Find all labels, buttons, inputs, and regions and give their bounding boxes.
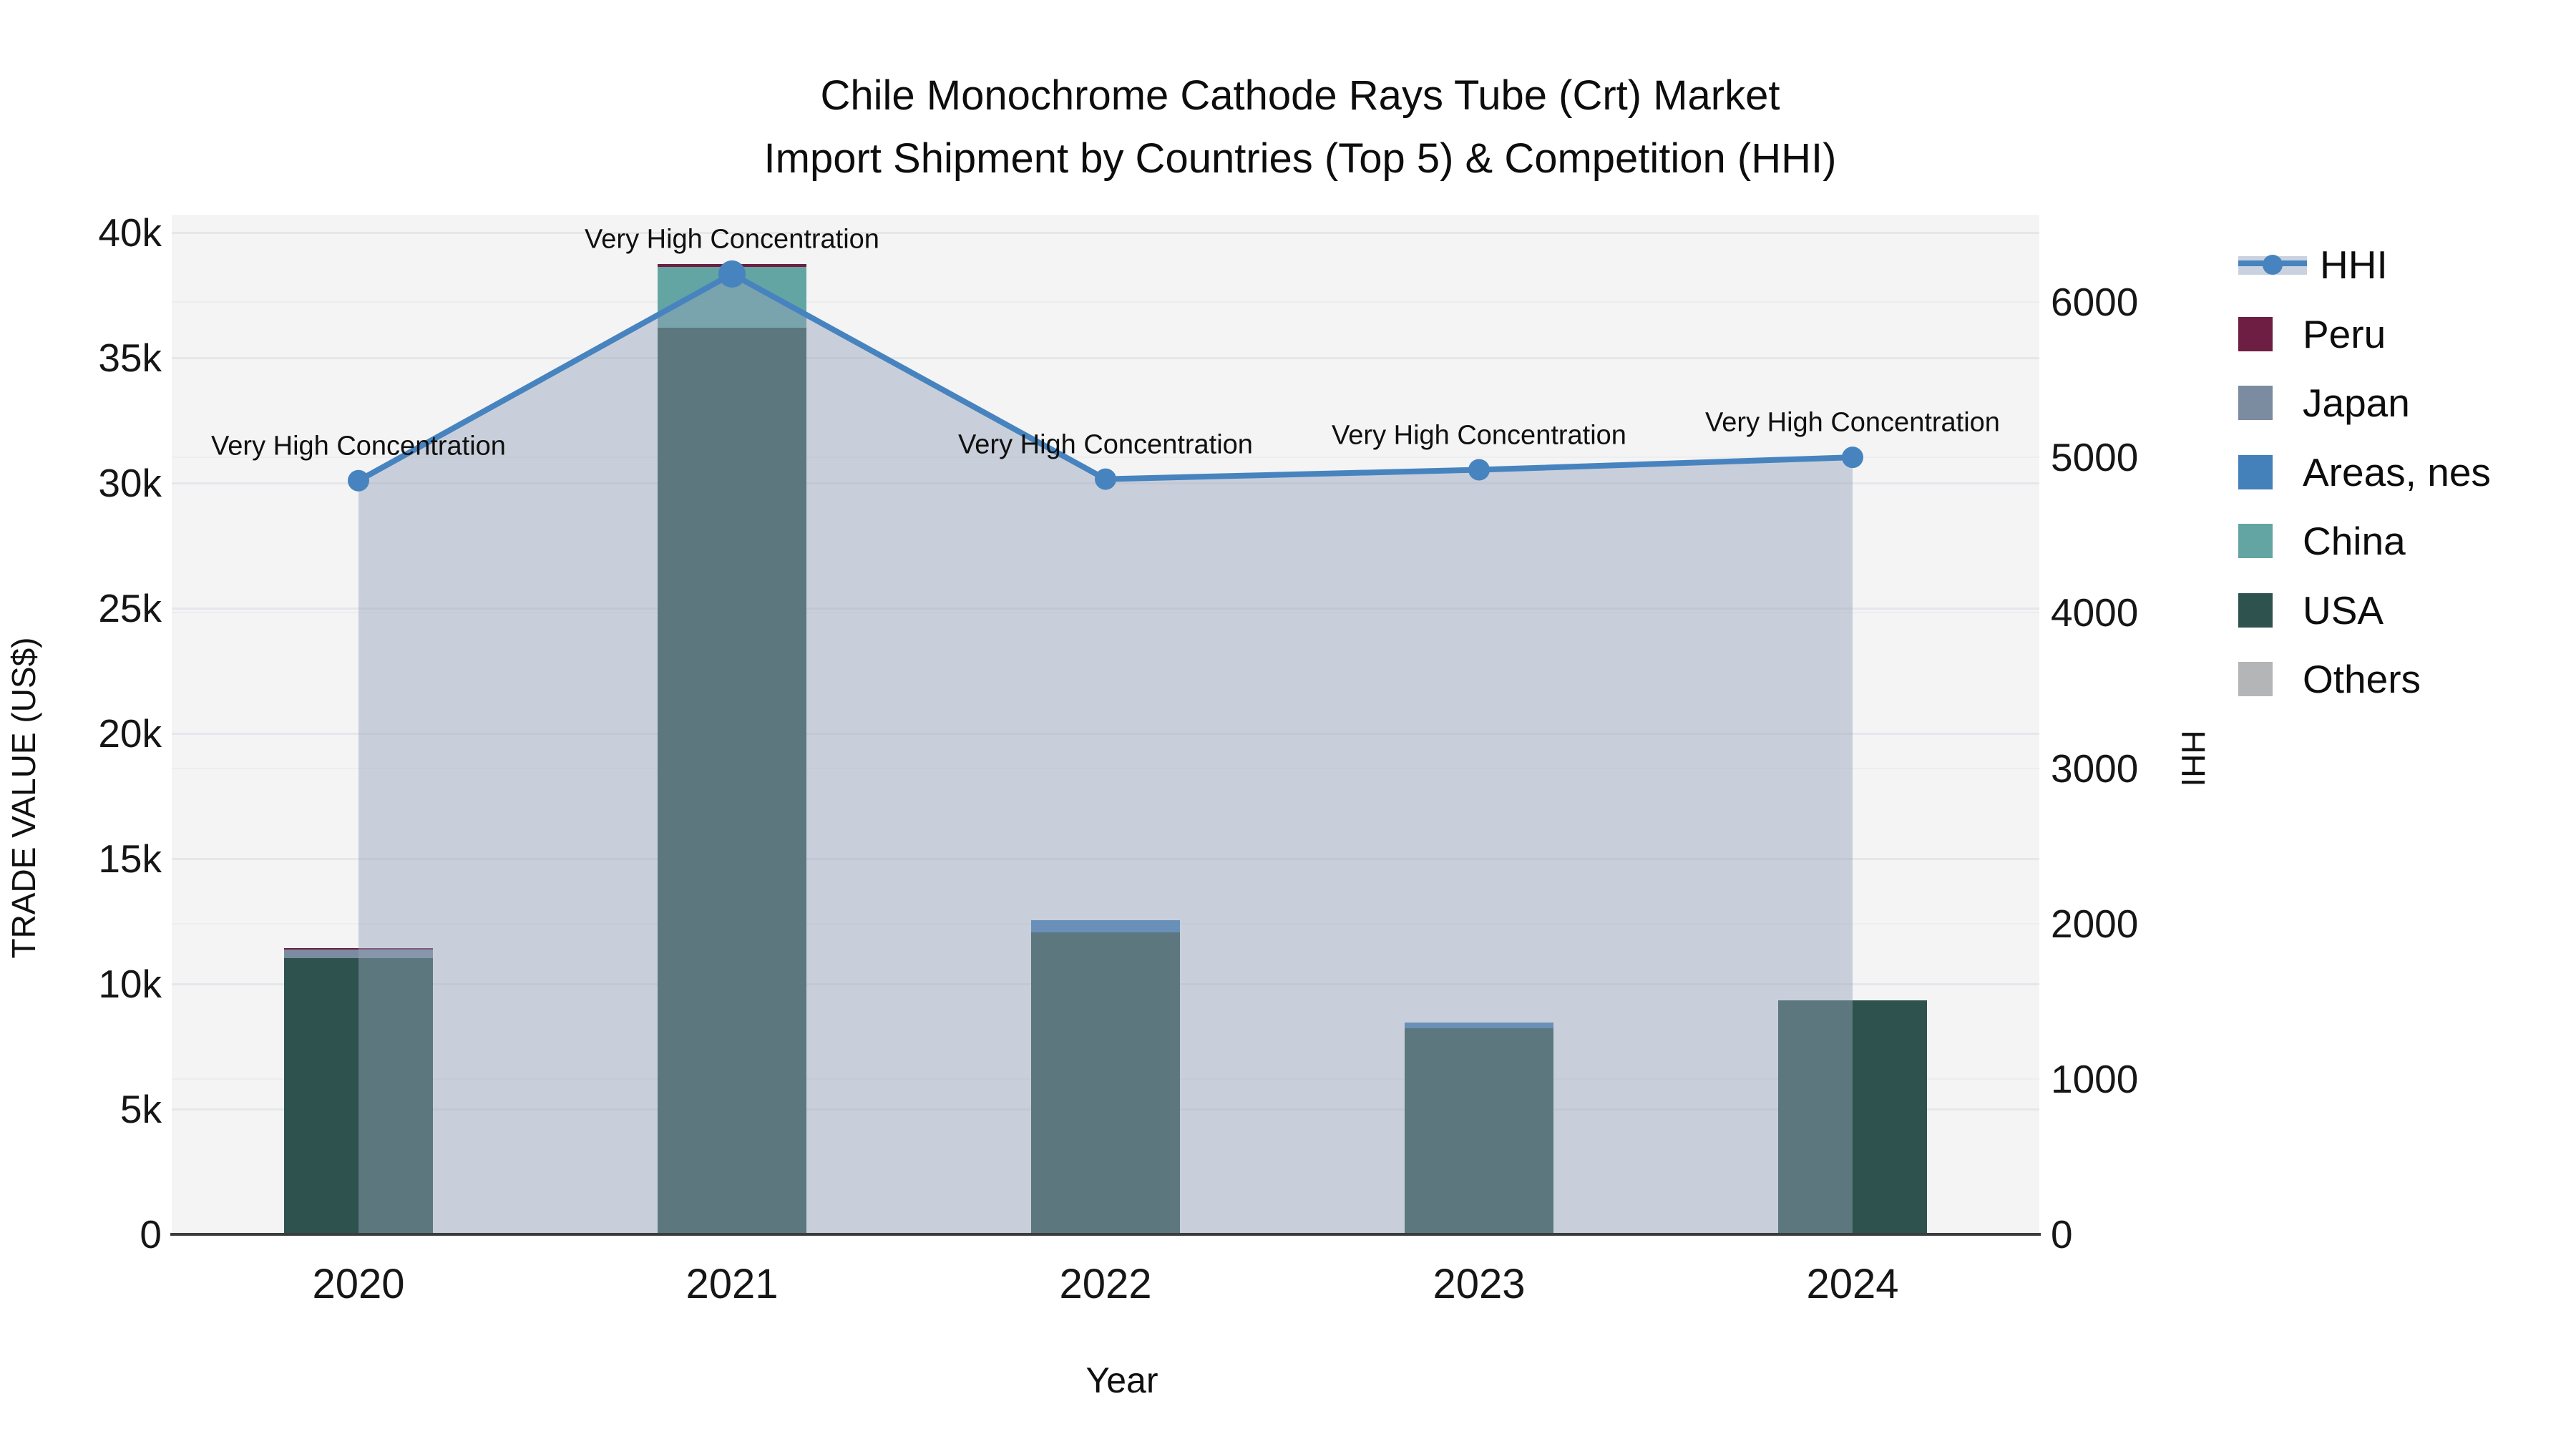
x-tick-2024: 2024 <box>1806 1261 1899 1307</box>
legend-label: Areas, nes <box>2303 449 2491 494</box>
bar-segment-2023-areas--nes[interactable] <box>1405 1022 1553 1028</box>
legend-label: HHI <box>2320 243 2388 287</box>
x-axis-line <box>170 1233 2041 1236</box>
legend-label: China <box>2303 519 2406 563</box>
bar-segment-2022-areas--nes[interactable] <box>1031 919 1180 932</box>
bar-segment-2020-peru[interactable] <box>284 947 433 950</box>
y-left-tick-0: 0 <box>140 1212 162 1257</box>
annotation-2021: Very High Concentration <box>585 224 879 255</box>
bar-segment-2021-china[interactable] <box>658 266 806 328</box>
y-left-tick-40k: 40k <box>98 210 162 255</box>
bar-segment-2023-usa[interactable] <box>1405 1028 1553 1234</box>
bar-segment-2020-usa[interactable] <box>284 957 433 1234</box>
annotation-2022: Very High Concentration <box>958 429 1253 460</box>
legend-label: Japan <box>2303 381 2410 425</box>
x-tick-2021: 2021 <box>686 1261 779 1307</box>
gridline-left-35000 <box>172 356 2039 359</box>
gridline-left-15000 <box>172 857 2039 860</box>
legend-label: Peru <box>2303 311 2386 356</box>
y-left-tick-10k: 10k <box>98 962 162 1006</box>
y-right-axis-title: HHI <box>2175 730 2212 787</box>
y-right-tick-0: 0 <box>2051 1212 2073 1257</box>
legend-item-areas--nes[interactable]: Areas, nes <box>2221 438 2491 507</box>
gridline-right-3000 <box>172 767 2039 769</box>
annotation-2020: Very High Concentration <box>211 431 506 462</box>
legend-label: Others <box>2303 657 2421 701</box>
legend-swatch-others <box>2238 662 2273 696</box>
y-left-tick-30k: 30k <box>98 461 162 505</box>
annotation-2024: Very High Concentration <box>1705 407 2000 438</box>
bar-segment-2022-usa[interactable] <box>1031 932 1180 1234</box>
legend-symbol-hhi <box>2238 248 2307 282</box>
y-left-tick-35k: 35k <box>98 336 162 380</box>
gridline-left-25000 <box>172 607 2039 610</box>
annotation-2023: Very High Concentration <box>1332 420 1626 451</box>
y-left-tick-25k: 25k <box>98 586 162 630</box>
legend-swatch-peru <box>2238 316 2273 351</box>
gridline-left-40000 <box>172 231 2039 234</box>
legend-item-japan[interactable]: Japan <box>2221 369 2410 437</box>
legend-swatch-usa <box>2238 592 2273 628</box>
legend-label: USA <box>2303 587 2384 633</box>
legend-item-china[interactable]: China <box>2221 507 2406 575</box>
legend-item-peru[interactable]: Peru <box>2221 300 2386 369</box>
hhi-legend-marker-dot <box>2263 255 2283 275</box>
legend-item-others[interactable]: Others <box>2221 645 2421 713</box>
legend-item-usa[interactable]: USA <box>2221 576 2384 645</box>
x-tick-2022: 2022 <box>1059 1261 1152 1307</box>
bar-segment-2020-japan[interactable] <box>284 950 433 958</box>
legend-swatch-japan <box>2238 386 2273 420</box>
chart-title-line1: Chile Monochrome Cathode Rays Tube (Crt)… <box>820 72 1780 119</box>
gridline-right-4000 <box>172 612 2039 614</box>
x-tick-2023: 2023 <box>1433 1261 1526 1307</box>
x-tick-2020: 2020 <box>312 1261 405 1307</box>
chart-title-line2: Import Shipment by Countries (Top 5) & C… <box>763 135 1837 182</box>
y-left-tick-20k: 20k <box>98 711 162 756</box>
y-right-tick-1000: 1000 <box>2051 1056 2139 1101</box>
y-right-tick-3000: 3000 <box>2051 746 2139 791</box>
y-left-tick-15k: 15k <box>98 836 162 881</box>
legend-item-hhi[interactable]: HHI <box>2221 230 2388 299</box>
bar-segment-2021-peru[interactable] <box>658 264 806 267</box>
y-right-tick-4000: 4000 <box>2051 590 2139 635</box>
gridline-left-20000 <box>172 732 2039 735</box>
bar-segment-2021-usa[interactable] <box>658 327 806 1234</box>
y-right-tick-2000: 2000 <box>2051 901 2139 946</box>
x-axis-title: Year <box>1085 1360 1158 1400</box>
gridline-left-30000 <box>172 482 2039 484</box>
y-right-tick-5000: 5000 <box>2051 435 2139 480</box>
y-left-axis-title: TRADE VALUE (US$) <box>5 637 42 959</box>
y-right-tick-6000: 6000 <box>2051 280 2139 324</box>
y-left-tick-5k: 5k <box>119 1087 162 1131</box>
legend-swatch-areas--nes <box>2238 454 2273 489</box>
legend-swatch-china <box>2238 524 2273 558</box>
gridline-right-6000 <box>172 301 2039 303</box>
bar-segment-2024-usa[interactable] <box>1778 1000 1927 1234</box>
